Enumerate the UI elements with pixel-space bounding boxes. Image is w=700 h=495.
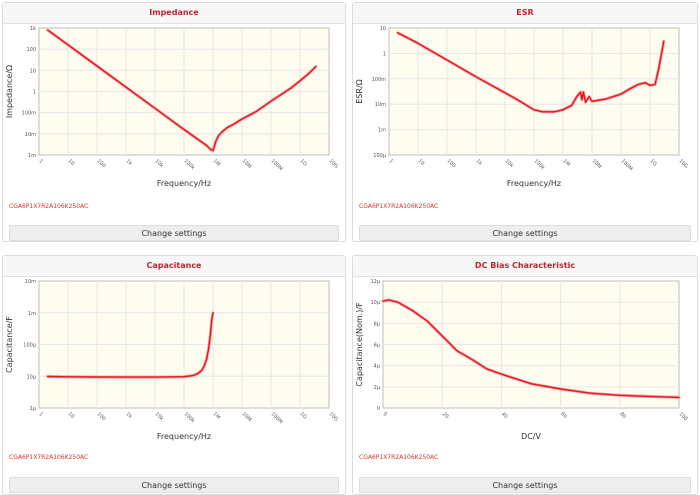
x-tick-label: 10 <box>67 158 76 167</box>
x-tick-label: 10 <box>67 411 76 420</box>
y-tick-label: 100μ <box>373 153 387 159</box>
y-tick-label: 6μ <box>374 343 381 349</box>
x-axis-label: Frequency/Hz <box>507 179 561 188</box>
panel-title: Capacitance <box>3 256 345 277</box>
x-tick-label: 10G <box>328 411 340 423</box>
esr-chart: 1 10 100 1k 10k 100k 1M 10M 100M 1G 10G 100μ 1m 10m 10… <box>355 26 690 188</box>
y-tick-label: 1μ <box>30 406 37 412</box>
series-line <box>397 32 665 113</box>
x-tick-label: 100M <box>270 158 284 172</box>
change-settings-button[interactable]: Change settings <box>359 225 691 241</box>
x-tick-label: 1M <box>562 158 572 168</box>
y-tick-label: 4μ <box>374 364 381 370</box>
y-axis-label: Capacitance(Nom.)/F <box>355 302 364 387</box>
panel-title: ESR <box>353 3 697 24</box>
y-tick-label: 10μ <box>26 374 36 380</box>
y-tick-label: 10m <box>25 132 36 138</box>
y-tick-label: 10m <box>25 279 36 285</box>
x-tick-label: 10k <box>154 411 165 422</box>
panel-title: DC Bias Characteristic <box>353 256 697 277</box>
series-line <box>382 299 680 399</box>
x-tick-label: 100 <box>96 158 107 169</box>
y-tick-label: 2μ <box>374 385 381 391</box>
x-axis-label: Frequency/Hz <box>157 179 211 188</box>
part-number: CGA6P1X7R2A106K250AC <box>9 454 89 461</box>
part-number: CGA6P1X7R2A106K250AC <box>359 454 439 461</box>
y-tick-label: 12μ <box>370 279 380 285</box>
change-settings-button[interactable]: Change settings <box>359 477 691 493</box>
x-tick-label: 1M <box>212 411 222 421</box>
x-tick-label: 60 <box>559 411 568 420</box>
panel-title: Impedance <box>3 3 345 24</box>
x-tick-label: 1 <box>388 158 394 164</box>
x-tick-label: 20 <box>441 411 450 420</box>
x-axis-label: DC/V <box>521 432 541 441</box>
x-tick-label: 100 <box>446 158 457 169</box>
y-axis-label: ESR/Ω <box>355 79 364 104</box>
x-tick-label: 1 <box>38 411 44 417</box>
series-line <box>47 312 214 378</box>
y-tick-label: 10μ <box>370 300 380 306</box>
x-tick-label: 1k <box>125 411 134 420</box>
esr-panel: ESR 1 10 100 1k 10k 100k 1M 10M 100M 1G 10G 100μ 1m 1… <box>352 2 698 242</box>
x-tick-label: 100k <box>183 411 196 424</box>
x-tick-label: 100k <box>533 158 546 171</box>
y-tick-label: 1 <box>33 90 36 96</box>
y-tick-label: 100m <box>372 77 387 83</box>
x-tick-label: 1G <box>649 158 658 167</box>
x-tick-label: 10 <box>417 158 426 167</box>
x-tick-label: 100M <box>270 411 284 425</box>
y-tick-label: 100 <box>26 47 36 53</box>
x-tick-label: 80 <box>618 411 627 420</box>
series-line <box>47 29 317 152</box>
x-tick-label: 1G <box>299 411 308 420</box>
change-settings-button[interactable]: Change settings <box>9 477 339 493</box>
x-tick-label: 10M <box>591 158 603 170</box>
x-tick-label: 1M <box>212 158 222 168</box>
part-number: CGA6P1X7R2A106K250AC <box>359 203 439 210</box>
y-tick-label: 100m <box>22 111 37 117</box>
x-tick-label: 1G <box>299 158 308 167</box>
y-tick-label: 1m <box>28 311 36 317</box>
x-tick-label: 1 <box>38 158 44 164</box>
x-tick-label: 10G <box>678 158 690 170</box>
x-tick-label: 100k <box>183 158 196 171</box>
impedance-panel: Impedance 1 10 100 1k 10k 100k 1M 10M 100M 1G 10G 1… <box>2 2 346 242</box>
y-axis-label: Capacitance/F <box>5 316 14 373</box>
y-tick-label: 10 <box>30 68 36 74</box>
capacitance-chart: 1 10 100 1k 10k 100k 1M 10M 100M 1G 10G 1μ 10μ 100μ 1m… <box>5 279 340 441</box>
x-axis-label: Frequency/Hz <box>157 432 211 441</box>
dc-bias-panel: DC Bias Characteristic 0 20 40 60 80 100 0 2μ 4μ… <box>352 255 698 495</box>
y-tick-label: 1m <box>378 128 386 134</box>
capacitance-panel: Capacitance 1 10 100 1k 10k 100k 1M 10M 100M 1G 10… <box>2 255 346 495</box>
y-tick-label: 10m <box>375 102 386 108</box>
y-tick-label: 8μ <box>374 321 381 327</box>
x-tick-label: 10G <box>328 158 340 170</box>
y-tick-label: 1m <box>28 153 36 159</box>
x-tick-label: 100 <box>96 411 107 422</box>
y-tick-label: 1 <box>383 51 386 57</box>
y-axis-label: Impedance/Ω <box>5 65 14 118</box>
x-tick-label: 0 <box>382 411 388 417</box>
x-tick-label: 1k <box>125 158 134 167</box>
x-tick-label: 1k <box>475 158 484 167</box>
x-tick-label: 10M <box>241 411 253 423</box>
y-tick-label: 10 <box>380 26 386 32</box>
y-tick-label: 0 <box>377 406 380 412</box>
dc-bias-chart: 0 20 40 60 80 100 0 2μ 4μ 6μ 8μ 10μ 12μ DC/V Capacitan… <box>355 279 689 441</box>
x-tick-label: 10k <box>154 158 165 169</box>
x-tick-label: 10M <box>241 158 253 170</box>
part-number: CGA6P1X7R2A106K250AC <box>9 203 89 210</box>
x-tick-label: 100M <box>620 158 634 172</box>
x-tick-label: 40 <box>500 411 509 420</box>
impedance-chart: 1 10 100 1k 10k 100k 1M 10M 100M 1G 10G 1m 10m 100m 1 1… <box>5 26 340 188</box>
x-tick-label: 10k <box>504 158 515 169</box>
y-tick-label: 100μ <box>23 343 37 349</box>
x-tick-label: 100 <box>678 411 689 422</box>
change-settings-button[interactable]: Change settings <box>9 225 339 241</box>
y-tick-label: 1k <box>30 26 36 32</box>
